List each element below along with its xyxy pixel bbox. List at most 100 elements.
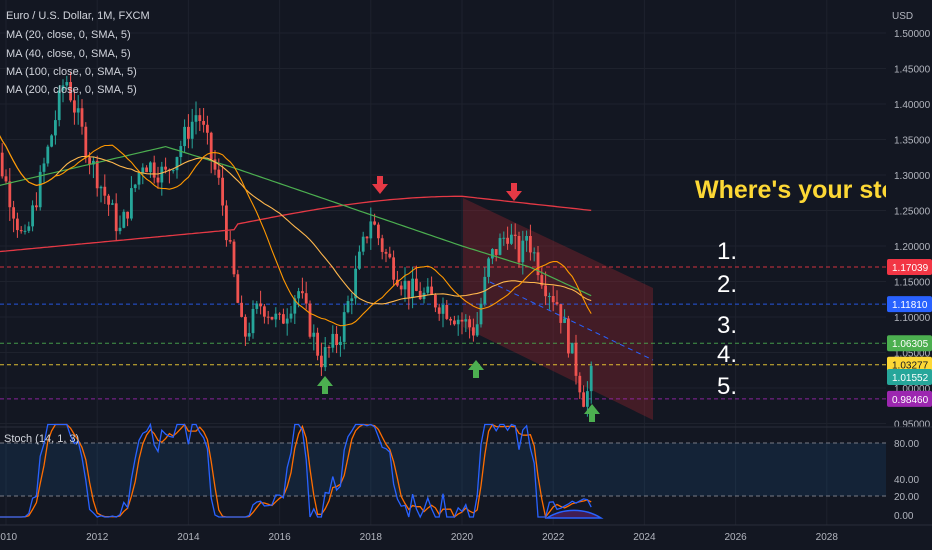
time-axis[interactable]: 2010 2012 2014 2016 2018 2020 2022 2024 2026 2028 bbox=[0, 532, 838, 543]
price-label: 1.03277 bbox=[892, 361, 929, 372]
candle-body bbox=[346, 301, 350, 313]
candle-body bbox=[586, 391, 589, 407]
candle-body bbox=[149, 162, 152, 173]
stoch-tick-0: 0.00 bbox=[894, 511, 914, 522]
currency-label: USD bbox=[892, 11, 913, 22]
candle-body bbox=[103, 186, 107, 196]
price-tick: 1.05000 bbox=[894, 349, 931, 360]
price-tick: 1.30000 bbox=[894, 171, 931, 182]
green-arrow-2022 bbox=[584, 404, 600, 422]
candle-body bbox=[502, 237, 506, 239]
candle-body bbox=[247, 333, 251, 337]
candle-body bbox=[316, 332, 319, 356]
candle-body bbox=[301, 291, 304, 294]
candle-body bbox=[491, 249, 494, 259]
candle-body bbox=[536, 252, 540, 276]
candle-body bbox=[118, 227, 122, 232]
candle-body bbox=[487, 258, 490, 277]
candle-body bbox=[551, 296, 555, 303]
candle-body bbox=[365, 236, 369, 239]
candle-body bbox=[266, 316, 270, 318]
candle-body bbox=[441, 304, 445, 314]
candle-body bbox=[92, 160, 95, 165]
candle-body bbox=[449, 318, 452, 321]
candle-body bbox=[479, 303, 483, 325]
candle-body bbox=[228, 240, 232, 242]
candle-body bbox=[373, 221, 376, 225]
price-tick: 0.95000 bbox=[894, 420, 931, 431]
price-label: 1.06305 bbox=[892, 339, 929, 350]
candle-body bbox=[8, 181, 12, 208]
price-label: 1.11810 bbox=[892, 300, 928, 311]
candle-body bbox=[570, 342, 574, 354]
candle-body bbox=[312, 332, 316, 337]
candle-body bbox=[308, 303, 312, 337]
candle-body bbox=[145, 167, 148, 173]
candle-body bbox=[221, 177, 224, 206]
ma40-line bbox=[0, 135, 592, 305]
time-tick: 2028 bbox=[816, 532, 839, 543]
candle-body bbox=[164, 166, 167, 170]
candle-body bbox=[65, 82, 69, 86]
candle-body bbox=[475, 324, 479, 336]
candle-body bbox=[202, 121, 205, 125]
price-label-box bbox=[887, 335, 932, 352]
candle-body bbox=[183, 126, 186, 147]
candle-body bbox=[130, 188, 133, 219]
candle-body bbox=[236, 274, 240, 303]
candle-body bbox=[54, 120, 57, 136]
time-tick: 2022 bbox=[542, 532, 565, 543]
candle-body bbox=[555, 302, 559, 305]
candle-body bbox=[574, 342, 578, 376]
candle-body bbox=[407, 280, 411, 298]
candle-body bbox=[278, 313, 281, 315]
candle-body bbox=[99, 186, 103, 189]
candle-body bbox=[453, 320, 456, 325]
candle-body bbox=[23, 230, 27, 232]
candle-body bbox=[198, 115, 202, 122]
candles bbox=[0, 71, 593, 417]
candle-body bbox=[297, 291, 300, 299]
price-label-box bbox=[887, 368, 932, 385]
candle-body bbox=[589, 365, 593, 392]
candle-body bbox=[114, 203, 118, 232]
candle-body bbox=[152, 162, 156, 178]
candle-body bbox=[323, 347, 327, 368]
number-5: 5. bbox=[717, 373, 737, 400]
price-label-box bbox=[887, 390, 932, 407]
ma100-line bbox=[0, 145, 592, 297]
candle-body bbox=[544, 285, 547, 297]
number-4: 4. bbox=[717, 341, 737, 368]
candle-body bbox=[578, 375, 582, 393]
candle-body bbox=[384, 251, 388, 254]
symbol-title: Euro / U.S. Dollar, 1M, FXCM bbox=[6, 10, 150, 22]
candle-body bbox=[285, 318, 289, 324]
candle-body bbox=[259, 303, 262, 307]
candle-body bbox=[399, 285, 403, 290]
ma200-legend: MA (200, close, 0, SMA, 5) bbox=[6, 84, 137, 96]
candle-body bbox=[73, 100, 76, 113]
candle-body bbox=[240, 302, 243, 317]
oversold-highlight bbox=[544, 509, 604, 519]
price-label: 1.17039 bbox=[892, 263, 929, 274]
time-tick: 2018 bbox=[360, 532, 383, 543]
candle-body bbox=[320, 355, 323, 368]
candle-body bbox=[426, 286, 430, 293]
time-tick: 2026 bbox=[724, 532, 747, 543]
candle-body bbox=[289, 313, 293, 319]
candle-body bbox=[282, 314, 285, 324]
red-arrow-2021 bbox=[506, 183, 522, 201]
candle-body bbox=[498, 238, 502, 255]
candle-body bbox=[342, 312, 346, 342]
candle-body bbox=[27, 226, 31, 231]
candle-body bbox=[548, 296, 551, 298]
stoch-legend: Stoch (14, 1, 3) bbox=[4, 433, 79, 445]
candle-body bbox=[506, 237, 509, 244]
time-tick: 2014 bbox=[177, 532, 200, 543]
candle-body bbox=[335, 333, 338, 346]
candle-body bbox=[510, 234, 513, 244]
candle-body bbox=[559, 304, 563, 323]
candle-body bbox=[251, 308, 255, 334]
